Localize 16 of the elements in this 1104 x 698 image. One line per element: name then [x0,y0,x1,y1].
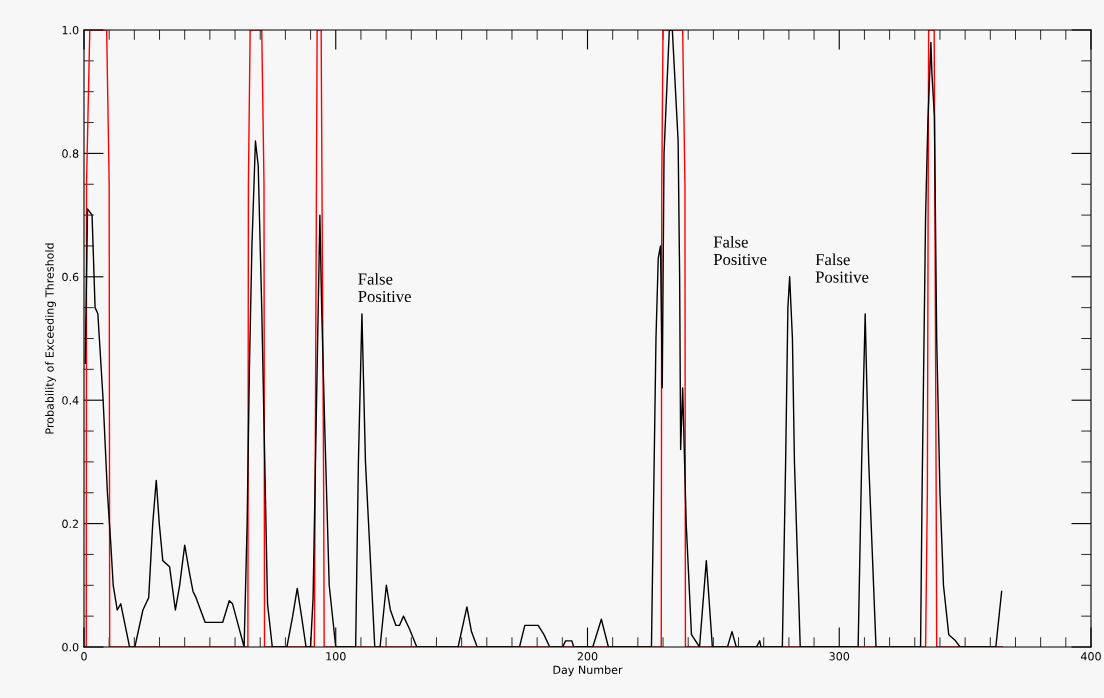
x-tick-label: 400 [1080,652,1101,661]
annotation: False Positive [815,253,869,283]
y-tick-label: 0.4 [62,396,79,405]
y-axis-title: Probability of Exceeding Threshold [45,243,56,434]
annotation: False Positive [713,235,767,266]
x-tick-label: 300 [829,652,850,661]
y-tick-label: 1.0 [62,25,79,35]
y-tick-label: 0.2 [62,519,79,528]
x-tick-label: 200 [577,652,598,661]
annotation: False Positive [358,272,411,303]
x-tick-label: 0 [81,652,87,661]
y-tick-label: 0.6 [62,272,79,282]
y-tick-label: 0.8 [62,149,79,158]
x-tick-label: 100 [326,652,346,661]
y-tick-label: 0.0 [62,642,79,652]
x-axis-title: Day Number [553,665,623,677]
